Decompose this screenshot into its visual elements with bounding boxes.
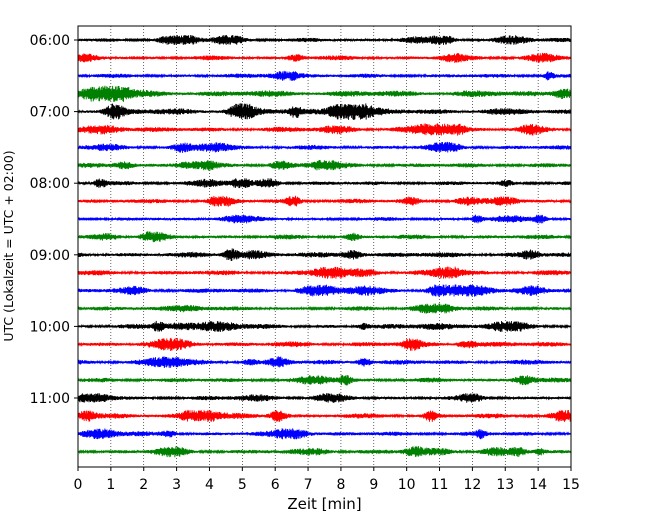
trace-row-4: [78, 103, 571, 120]
trace-rows: [78, 35, 571, 458]
x-tick-label-9: 9: [369, 477, 378, 493]
x-tick-label-11: 11: [431, 477, 449, 493]
trace-row-11: [78, 231, 571, 243]
trace-row-2: [78, 70, 571, 81]
trace-row-21: [78, 409, 571, 422]
x-tick-label-0: 0: [74, 477, 83, 493]
trace-row-16: [78, 320, 571, 332]
x-tick-label-7: 7: [304, 477, 313, 493]
x-tick-label-1: 1: [106, 477, 115, 493]
trace-row-19: [78, 375, 571, 386]
trace-row-3: [78, 85, 571, 102]
trace-row-13: [78, 266, 571, 279]
x-tick-label-8: 8: [336, 477, 345, 493]
y-tick-label-4: 10:00: [30, 319, 70, 335]
trace-row-6: [78, 141, 571, 153]
x-tick-label-3: 3: [172, 477, 181, 493]
x-axis: 0 1 2 3 4 5 6 7 8 9 10 11 12 13 14 15: [74, 467, 580, 493]
y-axis: 06:00 07:00 08:00 09:00 10:00 11:00: [30, 33, 78, 407]
y-tick-label-1: 07:00: [30, 105, 70, 121]
trace-row-22: [78, 428, 571, 440]
x-tick-label-5: 5: [238, 477, 247, 493]
trace-row-18: [78, 356, 571, 369]
x-tick-label-15: 15: [562, 477, 580, 493]
x-tick-label-12: 12: [463, 477, 481, 493]
x-tick-label-4: 4: [205, 477, 214, 493]
trace-row-20: [78, 393, 571, 403]
x-tick-label-10: 10: [398, 477, 416, 493]
y-tick-label-0: 06:00: [30, 33, 70, 49]
trace-row-9: [78, 195, 571, 207]
x-axis-label: Zeit [min]: [287, 495, 361, 513]
trace-row-1: [78, 52, 571, 63]
y-tick-label-2: 08:00: [30, 176, 70, 192]
trace-row-5: [78, 123, 571, 136]
y-tick-label-3: 09:00: [30, 248, 70, 264]
y-axis-label: UTC (Lokalzeit = UTC + 02:00): [1, 150, 16, 341]
x-tick-label-14: 14: [529, 477, 547, 493]
trace-row-7: [78, 160, 571, 171]
plot-frame: [77, 25, 572, 468]
trace-row-10: [78, 214, 571, 224]
trace-row-23: [78, 446, 571, 458]
trace-row-0: [78, 35, 571, 45]
x-tick-label-13: 13: [496, 477, 514, 493]
trace-row-12: [78, 248, 571, 262]
x-tick-label-6: 6: [271, 477, 280, 493]
trace-row-8: [78, 178, 571, 189]
y-tick-label-5: 11:00: [30, 391, 70, 407]
trace-row-14: [78, 284, 571, 297]
trace-row-17: [78, 337, 571, 351]
x-tick-label-2: 2: [139, 477, 148, 493]
trace-row-15: [78, 303, 571, 314]
